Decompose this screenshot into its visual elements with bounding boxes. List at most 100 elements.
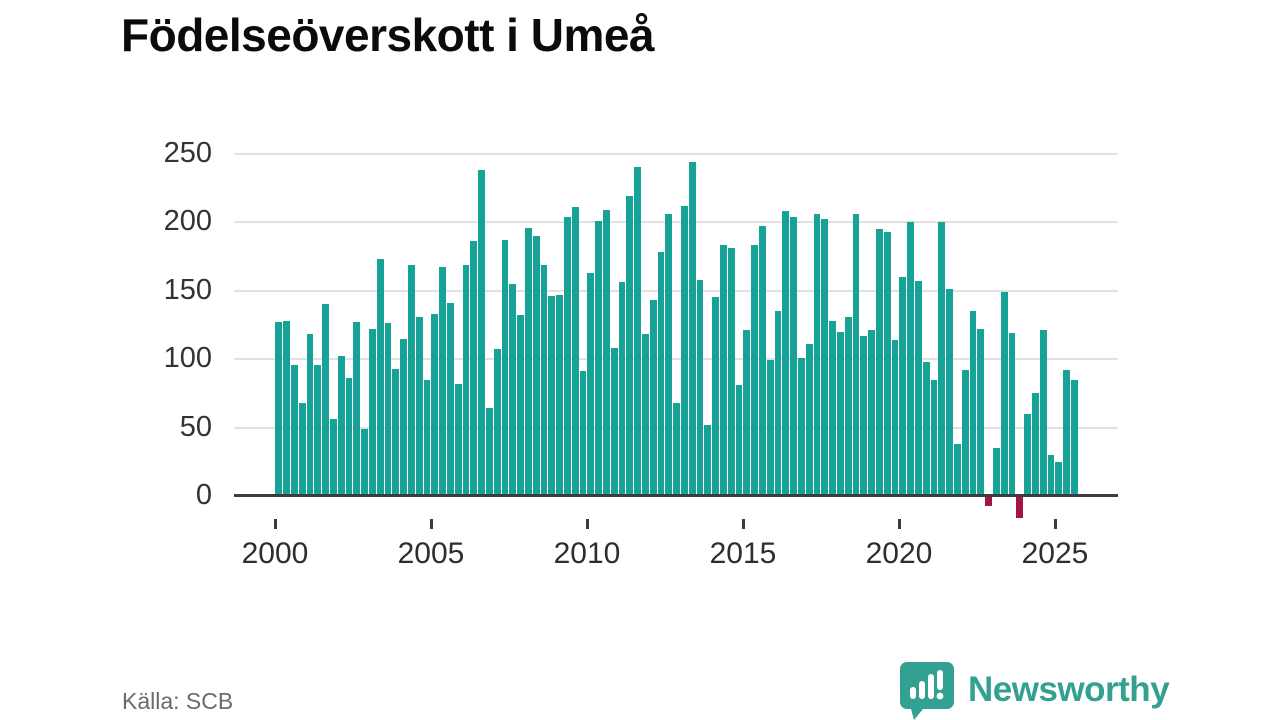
- bar: [298, 402, 306, 496]
- bar: [626, 196, 634, 496]
- bar: [610, 348, 618, 496]
- bar: [1055, 461, 1063, 496]
- bar: [400, 338, 408, 496]
- bar: [1039, 330, 1047, 496]
- bar: [322, 304, 330, 496]
- x-tick-2005: [429, 519, 433, 529]
- bar: [1016, 496, 1024, 518]
- bar: [1032, 393, 1039, 496]
- bar: [431, 313, 439, 496]
- bar: [922, 361, 930, 496]
- bar: [1000, 291, 1008, 496]
- gridline-200: [234, 221, 1118, 224]
- source-label: Källa: SCB: [122, 688, 234, 714]
- bar: [821, 219, 829, 496]
- bar: [891, 339, 899, 496]
- x-axis-label-2015: 2015: [709, 537, 777, 570]
- bar: [634, 167, 642, 496]
- bar: [720, 245, 727, 496]
- bar: [532, 235, 540, 496]
- bar: [579, 371, 587, 496]
- bar: [423, 379, 431, 496]
- bar: [837, 331, 844, 496]
- bar: [961, 370, 969, 496]
- bar: [938, 222, 946, 496]
- bar: [291, 364, 298, 496]
- bar: [915, 281, 922, 496]
- bar: [275, 322, 283, 496]
- bar: [899, 276, 907, 496]
- bar: [509, 283, 517, 496]
- bar: [798, 357, 805, 496]
- bar: [1063, 370, 1071, 496]
- bar: [571, 207, 579, 496]
- bar: [595, 220, 603, 496]
- bar: [501, 239, 509, 496]
- bar: [649, 300, 657, 496]
- bar: [993, 448, 1000, 496]
- bar: [704, 424, 712, 496]
- bar: [946, 289, 954, 496]
- bar: [454, 383, 462, 496]
- bar: [766, 360, 774, 496]
- newsworthy-logo-icon: [900, 662, 954, 720]
- bar: [369, 328, 376, 496]
- bar: [657, 252, 665, 496]
- bar: [642, 334, 649, 496]
- x-axis-label-2010: 2010: [553, 537, 621, 570]
- x-tick-2015: [741, 519, 745, 529]
- bar: [439, 267, 447, 496]
- bar: [525, 227, 532, 496]
- y-axis-label-100: 100: [163, 342, 212, 375]
- y-axis-label-150: 150: [163, 273, 212, 306]
- bar: [1071, 379, 1078, 496]
- bar: [618, 282, 626, 496]
- bar: [969, 311, 977, 496]
- bar: [712, 297, 720, 496]
- bar: [447, 302, 454, 496]
- bar: [743, 330, 751, 496]
- bar: [774, 311, 782, 496]
- bar: [844, 316, 852, 496]
- x-axis-label-2005: 2005: [397, 537, 465, 570]
- y-axis-label-200: 200: [163, 205, 212, 238]
- bar: [564, 216, 571, 496]
- bar: [665, 213, 673, 496]
- bar: [376, 259, 384, 496]
- bar: [907, 222, 915, 496]
- bar: [353, 322, 361, 496]
- gridline-100: [234, 358, 1118, 361]
- bar: [782, 211, 790, 496]
- bar: [673, 402, 681, 496]
- bar: [415, 316, 423, 496]
- x-axis-line: [234, 493, 1118, 497]
- newsworthy-logo-text: Newsworthy: [968, 670, 1170, 709]
- bar: [759, 226, 766, 496]
- newsworthy-brand: Newsworthy: [898, 660, 1170, 720]
- bar: [330, 419, 337, 496]
- gridline-150: [234, 289, 1118, 292]
- bar: [493, 349, 501, 496]
- y-axis-label-0: 0: [195, 479, 212, 511]
- bar: [883, 231, 891, 496]
- bar: [805, 344, 813, 496]
- bar: [688, 161, 696, 496]
- x-axis-label-2000: 2000: [241, 537, 309, 570]
- bar: [337, 356, 345, 496]
- bar: [954, 443, 961, 496]
- bar: [727, 248, 735, 496]
- x-axis-label-2020: 2020: [865, 537, 933, 570]
- bar: [681, 205, 688, 496]
- bar: [813, 213, 821, 496]
- bar: [696, 279, 704, 496]
- x-tick-2025: [1053, 519, 1057, 529]
- bar: [283, 320, 291, 496]
- bar: [860, 335, 868, 496]
- bar: [517, 315, 525, 496]
- bar: [977, 328, 985, 496]
- bar: [985, 496, 993, 506]
- bar: [868, 330, 876, 496]
- bar: [790, 216, 798, 496]
- bar: [392, 368, 400, 496]
